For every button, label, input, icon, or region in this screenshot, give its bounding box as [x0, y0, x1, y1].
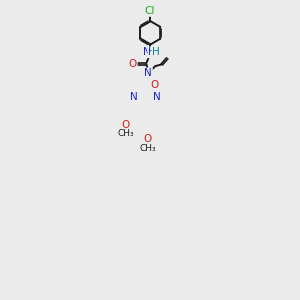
Text: N: N — [144, 68, 152, 78]
Text: N: N — [130, 92, 138, 102]
Text: H: H — [152, 47, 160, 57]
Text: O: O — [144, 134, 152, 145]
Text: CH₃: CH₃ — [117, 129, 134, 138]
Text: O: O — [121, 120, 130, 130]
Text: O: O — [129, 59, 137, 69]
Text: Cl: Cl — [145, 6, 155, 16]
Text: N: N — [143, 47, 151, 57]
Text: CH₃: CH₃ — [140, 144, 156, 153]
Text: O: O — [150, 80, 158, 90]
Text: N: N — [153, 92, 161, 102]
Text: H: H — [148, 47, 156, 57]
